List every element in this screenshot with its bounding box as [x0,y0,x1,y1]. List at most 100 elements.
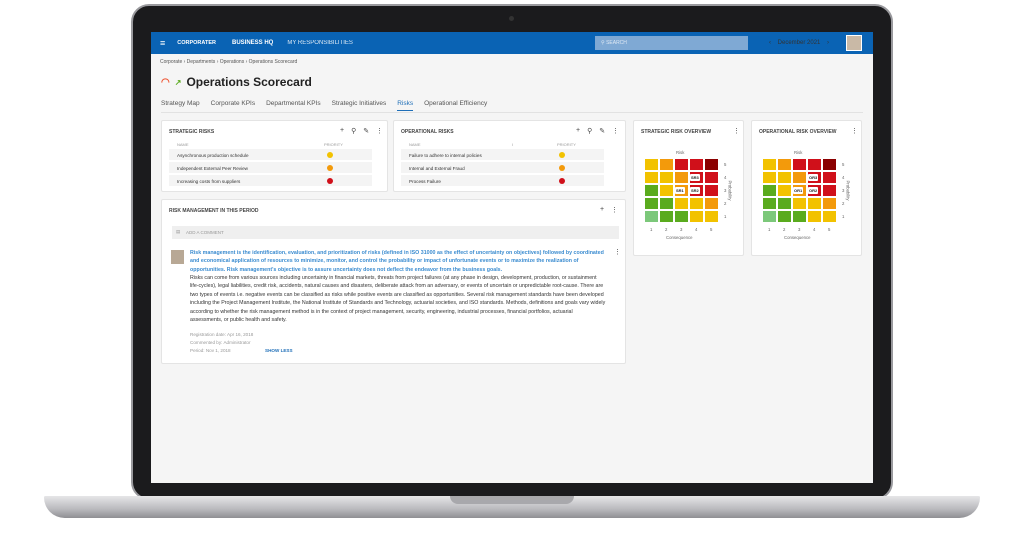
x-tick: 3 [680,227,683,232]
heatmap-cell [822,171,837,184]
commented-by: Commented by: Administrator [190,340,251,345]
add-comment-input[interactable]: ▤ ADD A COMMENT [172,226,619,239]
priority-dot [327,178,333,184]
heatmap-cell [762,171,777,184]
y-axis-label: Probability [845,180,851,201]
heatmap-cell [807,158,822,171]
search-icon[interactable]: ⚲ [351,128,357,135]
add-icon[interactable]: + [340,127,345,134]
heatmap-cell [704,210,719,223]
heatmap-cell [659,210,674,223]
y-tick: 3 [842,188,845,193]
table-row[interactable]: Internal and External Fraud [401,162,604,174]
gauge-icon: ◠ [161,76,170,88]
heatmap-cell [704,197,719,210]
priority-dot [559,178,565,184]
more-icon[interactable]: ⋮ [611,207,619,214]
risk-marker: SR3 [690,174,700,181]
period: Period: Nov 1, 2018 [190,348,231,353]
comment-icon: ▤ [176,229,181,234]
heatmap-title: Risk [794,150,803,155]
period-label[interactable]: December 2021 [777,40,821,46]
search-icon[interactable]: ⚲ [587,128,593,135]
tab-strategy-map[interactable]: Strategy Map [161,100,200,107]
commenter-avatar [171,250,184,264]
y-tick: 2 [724,201,727,206]
hamburger-icon[interactable]: ≡ [160,38,166,48]
tab-bar: Strategy Map Corporate KPIs Departmental… [161,100,487,111]
heatmap-cell [762,210,777,223]
col-i: I [512,142,514,147]
y-tick: 5 [724,162,727,167]
heatmap-cell [777,158,792,171]
risk-name: Independent External Peer Review [177,166,248,171]
heatmap-cell [659,171,674,184]
add-icon[interactable]: + [576,127,581,134]
nav-my-responsibilities[interactable]: MY RESPONSIBILITIES [287,40,353,46]
heatmap-cell [822,210,837,223]
table-row[interactable]: Increasing costs from suppliers [169,175,372,187]
y-tick: 4 [842,175,845,180]
more-icon[interactable]: ⋮ [851,128,858,135]
edit-icon[interactable]: ✎ [599,128,606,135]
heatmap-cell [659,197,674,210]
risk-name: Failure to adhere to internal policies [409,153,482,158]
strategic-risk-overview-card: STRATEGIC RISK OVERVIEW ⋮ Risk 1 1 2 2 3 3 4 4 5 5… [633,120,744,256]
logo[interactable]: CORPORATER [177,40,216,46]
trend-arrow-icon: ↗ [174,77,182,87]
nav-business-hq[interactable]: BUSINESS HQ [231,40,274,46]
y-axis-label: Probability [727,180,733,201]
tab-divider [161,112,863,113]
risk-marker: OR2 [808,187,819,194]
risk-marker: OR3 [808,174,819,181]
add-icon[interactable]: + [600,206,605,213]
heatmap-cell [674,158,689,171]
table-row[interactable]: Asynchronous production schedule [169,149,372,161]
tab-corporate-kpis[interactable]: Corporate KPIs [210,100,256,107]
page-title: Operations Scorecard [186,75,312,89]
comment-highlight: Risk management is the identification, e… [190,250,604,273]
more-icon[interactable]: ⋮ [612,128,620,135]
more-icon[interactable]: ⋮ [376,128,384,135]
user-avatar[interactable] [846,35,862,51]
col-priority: PRIORITY [557,142,576,147]
heatmap-cell [689,158,704,171]
tab-operational-efficiency[interactable]: Operational Efficiency [424,100,488,107]
table-row[interactable]: Failure to adhere to internal policies [401,149,604,161]
priority-dot [559,165,565,171]
next-period-button[interactable]: › [827,40,830,46]
heatmap-cell [822,184,837,197]
comment-more-icon[interactable]: ⋮ [614,249,621,256]
x-tick: 1 [650,227,653,232]
more-icon[interactable]: ⋮ [733,128,740,135]
table-row[interactable]: Process Failure [401,175,604,187]
y-tick: 5 [842,162,845,167]
x-tick: 3 [798,227,801,232]
webcam [509,16,514,21]
heatmap-cell [807,210,822,223]
tab-risks[interactable]: Risks [397,100,414,111]
period-selector: ‹ December 2021 › [769,40,829,46]
breadcrumb[interactable]: Corporate › Departments › Operations › O… [160,59,298,65]
heatmap-cell [674,197,689,210]
prev-period-button[interactable]: ‹ [769,40,771,46]
tab-strategic-initiatives[interactable]: Strategic Initiatives [331,100,387,107]
heatmap-cell [762,197,777,210]
x-axis-label: Consequence [784,235,811,240]
search-input[interactable]: ⚲ SEARCH [595,36,748,50]
col-name: NAME [177,142,189,147]
card-title: OPERATIONAL RISK OVERVIEW [759,129,837,135]
heatmap-cell [792,171,807,184]
add-comment-placeholder: ADD A COMMENT [186,230,224,235]
table-row[interactable]: Independent External Peer Review [169,162,372,174]
heatmap-cell [777,184,792,197]
x-tick: 5 [828,227,831,232]
tab-departmental-kpis[interactable]: Departmental KPIs [266,100,321,107]
heatmap-cell [822,197,837,210]
show-less-link[interactable]: SHOW LESS [265,348,293,353]
registration-date: Registration date: Apr 16, 2018 [190,332,254,337]
app-screen: ≡ CORPORATER BUSINESS HQ MY RESPONSIBILI… [151,32,873,483]
heatmap-cell [704,171,719,184]
edit-icon[interactable]: ✎ [363,128,370,135]
heatmap-cell [792,197,807,210]
